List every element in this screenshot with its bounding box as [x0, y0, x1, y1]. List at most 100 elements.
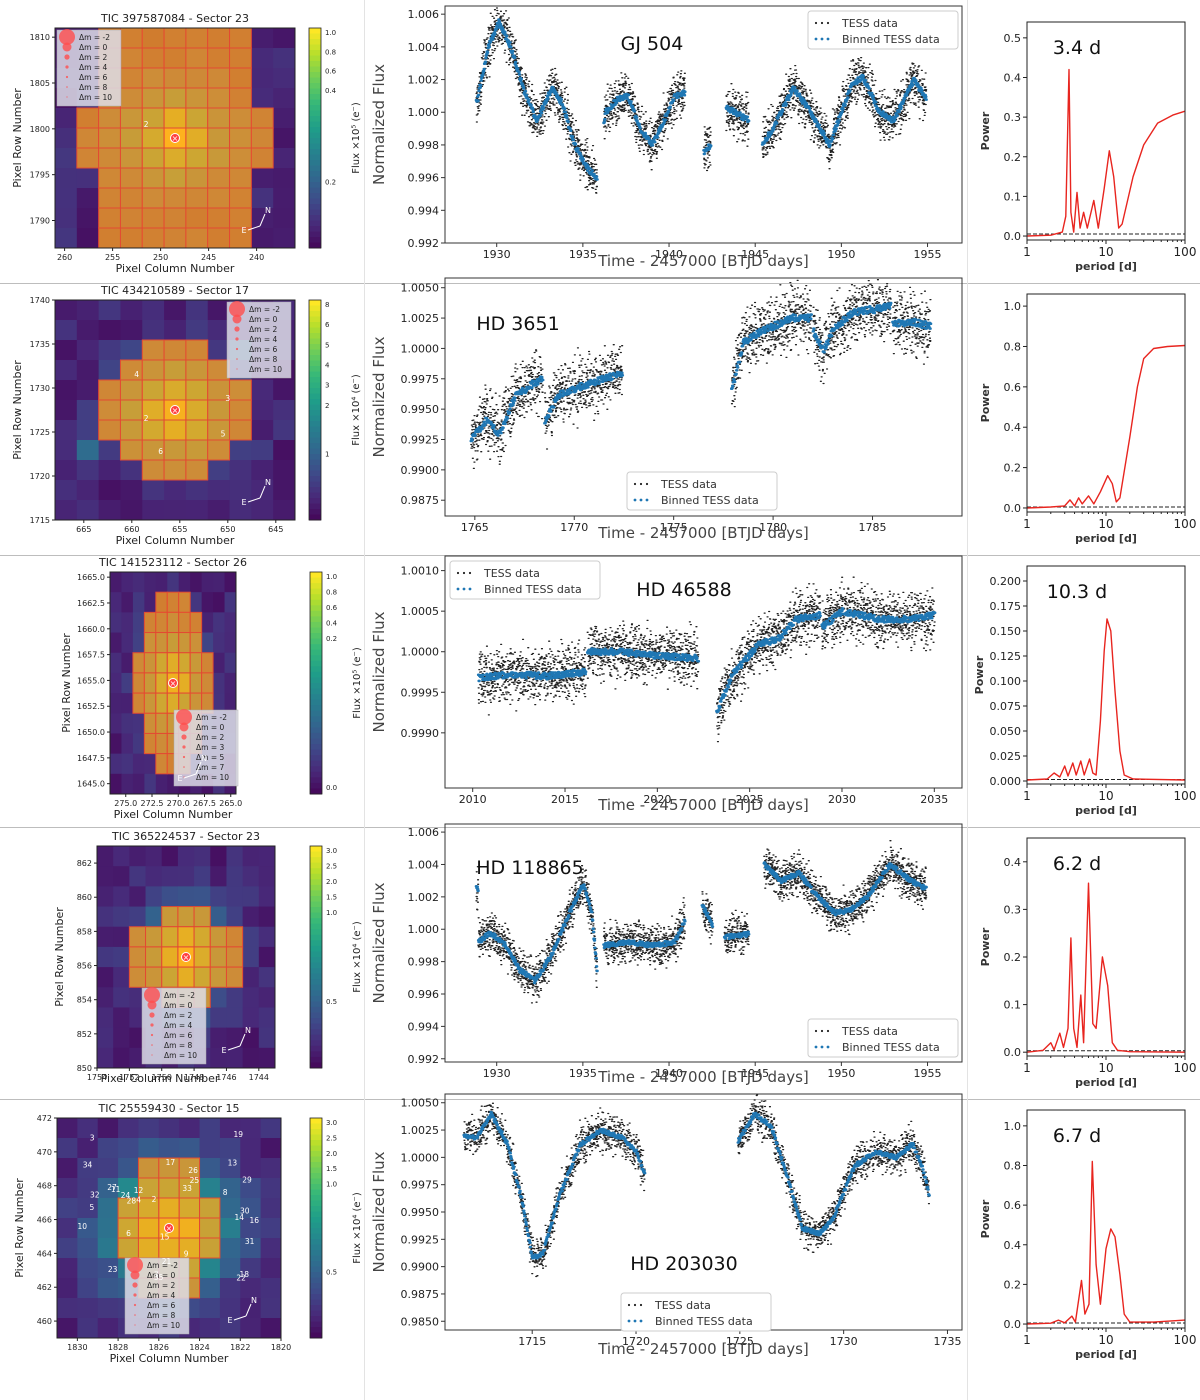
pg-ytick-label: 0.5 — [1004, 32, 1022, 45]
tpf-pixel — [226, 1007, 244, 1029]
tpf-pixel — [145, 886, 163, 908]
tpf-pixel — [144, 592, 157, 613]
aperture-pixel — [185, 227, 209, 249]
aperture-pixel — [229, 207, 252, 229]
colorbar-segment — [310, 749, 322, 756]
colorbar-segment — [309, 55, 321, 62]
tpf-pixel — [260, 1118, 282, 1139]
tpf-star-label: 32 — [90, 1191, 100, 1200]
tpf-pixel — [258, 906, 276, 928]
tpf-pixel — [97, 1047, 114, 1069]
aperture-pixel — [119, 399, 143, 421]
colorbar-segment — [309, 121, 321, 128]
tpf-legend-marker — [147, 1000, 157, 1010]
lc-xtick-label: 1730 — [830, 1335, 858, 1348]
tpf-pixel — [240, 1258, 262, 1279]
colorbar-segment — [309, 138, 321, 144]
lc-legend-marker — [826, 1029, 830, 1033]
pg-xtick-label: 1 — [1023, 517, 1031, 531]
tpf-pixel — [258, 1047, 276, 1069]
tpf-pixel — [57, 1158, 78, 1179]
tpf-pixel — [219, 1258, 241, 1279]
tpf-pixel — [167, 572, 180, 593]
tpf-pixel — [210, 1047, 227, 1069]
colorbar-label: Flux ×10⁴ (e⁻) — [352, 1192, 363, 1264]
tpf-pixel — [273, 380, 296, 401]
colorbar-tick-label: 1 — [325, 451, 329, 459]
aperture-pixel — [229, 47, 252, 69]
tpf-pixel — [97, 846, 114, 867]
aperture-pixel — [141, 359, 165, 381]
tpf-pixel — [224, 612, 237, 634]
lc-xtick-label: 1940 — [655, 248, 683, 261]
lc-legend-marker — [462, 571, 466, 575]
tpf-pixel — [129, 866, 147, 887]
lc-legend-marker — [645, 498, 649, 502]
pg-ytick-label: 0.0 — [1004, 1046, 1022, 1059]
tpf-pixel — [76, 340, 100, 361]
tpf-pixel — [219, 1158, 241, 1179]
tpf-legend-label: Δm = 2 — [164, 1011, 192, 1020]
tpf-legend-marker — [183, 766, 185, 768]
tpf-star-label: 4 — [134, 370, 139, 379]
tpf-pixel — [118, 1158, 139, 1179]
tpf-pixel — [260, 1198, 282, 1219]
colorbar-tick-label: 1.0 — [326, 1181, 337, 1189]
tpf-pixel — [110, 632, 122, 654]
pg-xlabel: period [d] — [1075, 804, 1137, 817]
tpf-pixel — [142, 320, 165, 341]
tpf-pixel — [142, 300, 165, 321]
colorbar-segment — [309, 492, 321, 499]
tpf-ytick-label: 1655.0 — [77, 676, 105, 685]
aperture-pixel — [143, 672, 157, 694]
colorbar-segment — [309, 382, 321, 389]
tpf-star-label: 6 — [158, 447, 163, 456]
tpf-star-label: 7 — [154, 1271, 159, 1280]
tpf-pixel — [273, 228, 296, 249]
tpf-legend-marker — [235, 337, 239, 341]
tpf-pixel — [251, 188, 274, 209]
tpf-pixel — [97, 1238, 119, 1259]
colorbar-segment — [309, 99, 321, 106]
lc-ylabel: Normalized Flux — [370, 611, 388, 732]
tpf-pixel — [258, 967, 276, 988]
lc-xtick-label: 1780 — [759, 521, 787, 534]
tpf-pixel — [121, 572, 134, 593]
colorbar-segment — [310, 1250, 322, 1256]
aperture-pixel — [199, 1217, 221, 1239]
tpf-pixel — [213, 652, 226, 674]
aperture-pixel — [132, 652, 145, 674]
tpf-legend-label: Δm = 6 — [164, 1031, 192, 1040]
tpf-pixel — [251, 168, 274, 189]
tpf-star-label: 2 — [144, 120, 149, 129]
colorbar-segment — [310, 1123, 322, 1130]
tpf-legend-marker — [66, 86, 68, 88]
tpf-pixel — [213, 672, 226, 694]
aperture-pixel — [209, 946, 227, 968]
aperture-pixel — [155, 591, 168, 613]
colorbar-segment — [310, 1034, 322, 1041]
tpf-pixel — [110, 753, 122, 775]
aperture-pixel — [141, 419, 165, 441]
tpf-star-label: 30 — [240, 1206, 250, 1215]
colorbar-segment — [310, 846, 322, 853]
lc-xtick-label: 1935 — [569, 248, 597, 261]
aperture-pixel — [207, 359, 231, 381]
colorbar-segment — [310, 1184, 322, 1190]
tpf-pixel — [273, 188, 296, 209]
aperture-pixel — [207, 127, 231, 149]
tpf-pixel — [213, 612, 226, 634]
colorbar-label: Flux ×10⁴ (e⁻) — [351, 374, 362, 446]
tpf-pixel — [260, 1258, 282, 1279]
tpf-pixel — [164, 320, 187, 341]
lc-star-name: HD 46588 — [636, 579, 731, 601]
tpf-pixel — [201, 592, 214, 613]
lightcurve-frame — [444, 823, 963, 1063]
tpf-star-label: 23 — [108, 1265, 118, 1274]
colorbar-segment — [310, 683, 322, 690]
colorbar-segment — [309, 66, 321, 73]
tpf-legend-label: Δm = 4 — [147, 1291, 175, 1300]
tpf-pixel — [185, 500, 209, 521]
tpf-frame — [56, 1117, 282, 1339]
colorbar-segment — [309, 110, 321, 117]
